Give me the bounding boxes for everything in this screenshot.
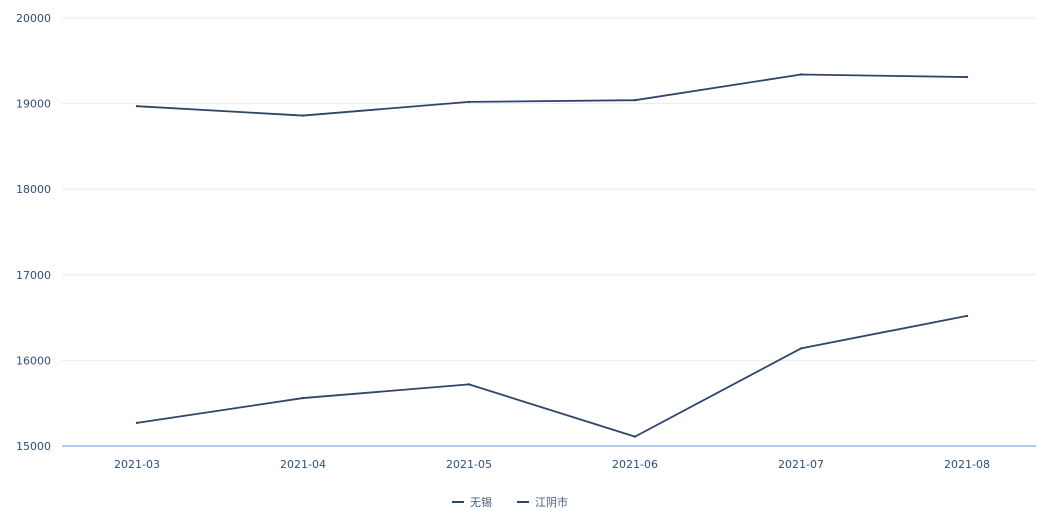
- x-tick-label: 2021-07: [778, 458, 824, 471]
- series-line-0: [136, 73, 968, 117]
- x-axis: 2021-03 2021-04 2021-05 2021-06 2021-07 2021-…: [114, 458, 990, 471]
- y-tick-label: 18000: [16, 183, 51, 196]
- legend-label[interactable]: 无锡: [470, 495, 492, 509]
- y-tick-label: 15000: [16, 440, 51, 453]
- x-tick-label: 2021-06: [612, 458, 658, 471]
- x-tick-label: 2021-04: [280, 458, 326, 471]
- series-lines: [135, 73, 969, 438]
- legend-label[interactable]: 江阴市: [535, 495, 568, 509]
- data-point: [301, 114, 305, 117]
- data-point: [467, 383, 471, 386]
- data-point: [633, 435, 637, 438]
- data-point: [467, 100, 471, 104]
- y-tick-label: 20000: [16, 12, 51, 25]
- y-tick-label: 16000: [16, 354, 51, 367]
- data-point: [135, 421, 139, 425]
- series-line-1: [136, 315, 968, 438]
- x-tick-label: 2021-03: [114, 458, 160, 471]
- data-point: [799, 347, 803, 350]
- x-tick-label: 2021-05: [446, 458, 492, 471]
- data-point: [965, 75, 969, 79]
- y-tick-label: 19000: [16, 98, 51, 111]
- grid-lines: [62, 17, 1036, 447]
- data-point: [633, 98, 637, 102]
- legend: 无锡 江阴市: [452, 495, 568, 509]
- data-point: [301, 396, 305, 400]
- data-point: [135, 104, 139, 108]
- data-point: [799, 73, 803, 76]
- y-tick-label: 17000: [16, 269, 51, 282]
- y-axis: 15000 16000 17000 18000 19000 20000: [16, 12, 51, 453]
- data-point: [965, 314, 969, 318]
- x-tick-label: 2021-08: [944, 458, 990, 471]
